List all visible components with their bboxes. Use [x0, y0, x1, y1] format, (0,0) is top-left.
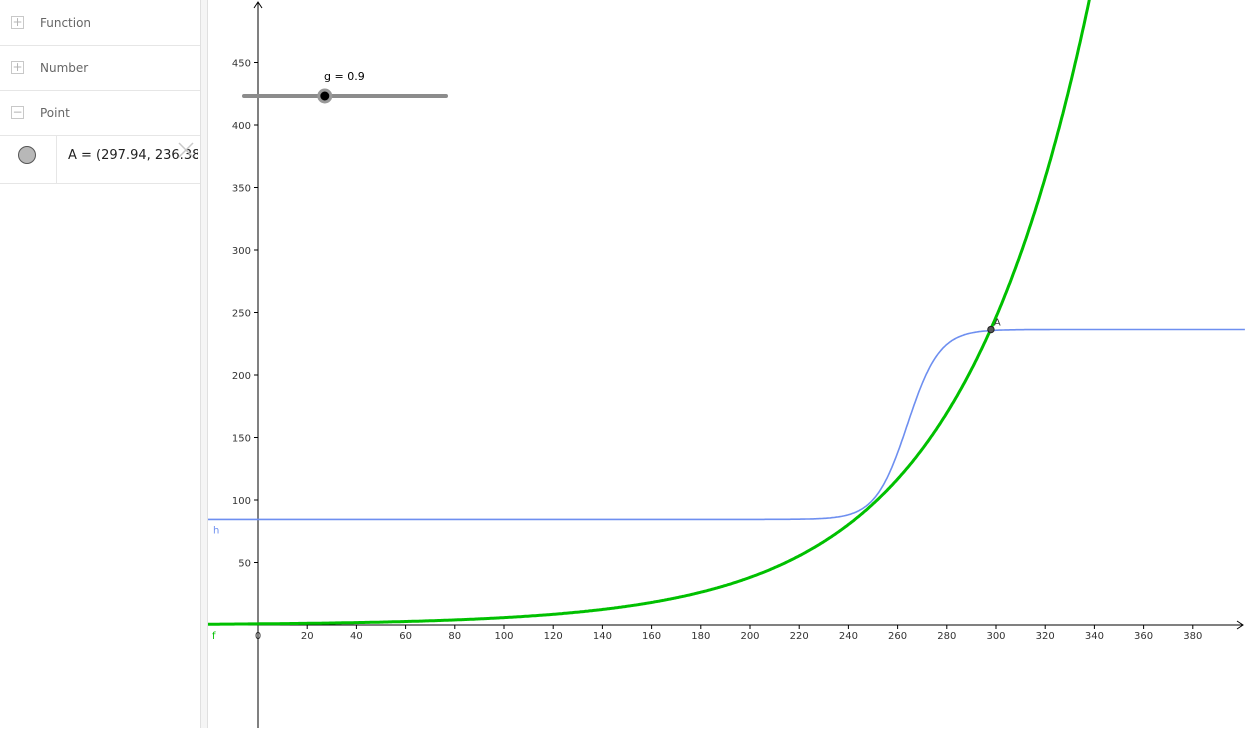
y-tick-label: 200 — [232, 371, 251, 382]
y-tick-label: 150 — [232, 434, 251, 445]
x-tick-label: 200 — [740, 631, 759, 642]
graphics-view[interactable]: 0204060801001201401601802002202402602803… — [208, 0, 1245, 728]
category-label: Function — [40, 15, 92, 30]
point-A[interactable] — [987, 325, 995, 334]
x-tick-label: 260 — [888, 631, 907, 642]
category-label: Number — [40, 60, 89, 75]
y-axis-ticks: 50 100 150 200 250 300 350 400 450 — [232, 59, 258, 570]
x-tick-label: 100 — [494, 631, 513, 642]
function-f-curve[interactable] — [208, 0, 1097, 626]
x-tick-label: 60 — [399, 631, 412, 642]
x-tick-label: 120 — [544, 631, 563, 642]
y-tick-label: 50 — [238, 559, 251, 570]
close-icon[interactable] — [176, 140, 196, 160]
y-tick-label: 100 — [232, 496, 251, 507]
graphics-canvas[interactable]: 0204060801001201401601802002202402602803… — [208, 0, 1245, 728]
point-definition[interactable]: A = (297.94, 236.38) — [68, 148, 198, 163]
y-axis-arrow-icon — [253, 1, 263, 9]
slider-g-label: g = 0.9 — [324, 70, 365, 83]
y-tick-label: 400 — [232, 121, 251, 132]
x-tick-label: 40 — [350, 631, 363, 642]
algebra-item-A[interactable] — [0, 135, 200, 184]
y-tick-label: 450 — [232, 59, 251, 70]
view-splitter[interactable] — [200, 0, 208, 728]
expand-icon[interactable]: + — [11, 60, 24, 74]
x-tick-label: 220 — [790, 631, 809, 642]
slider-g-handle[interactable] — [317, 88, 333, 104]
category-number[interactable]: + Number — [0, 45, 200, 91]
category-function[interactable]: + Function — [0, 0, 200, 46]
x-tick-label: 300 — [986, 631, 1005, 642]
divider — [56, 135, 57, 183]
x-tick-label: 340 — [1085, 631, 1104, 642]
x-tick-label: 20 — [301, 631, 314, 642]
x-tick-label: 320 — [1036, 631, 1055, 642]
point-A-label: A — [994, 318, 1001, 329]
x-axis-ticks: 0204060801001201401601802002202402602803… — [255, 625, 1202, 642]
x-tick-label: 380 — [1183, 631, 1202, 642]
x-tick-label: 140 — [593, 631, 612, 642]
category-point[interactable]: − Point — [0, 90, 200, 136]
x-tick-label: 240 — [839, 631, 858, 642]
y-tick-label: 250 — [232, 309, 251, 320]
x-tick-label: 180 — [691, 631, 710, 642]
algebra-view: + Function + Number − Point A = (297.94,… — [0, 0, 200, 728]
y-tick-label: 300 — [232, 246, 251, 257]
expand-icon[interactable]: + — [11, 15, 24, 29]
x-tick-label: 80 — [448, 631, 461, 642]
category-label: Point — [40, 105, 70, 120]
visibility-toggle-icon[interactable] — [18, 146, 36, 164]
x-tick-label: 280 — [937, 631, 956, 642]
y-tick-label: 350 — [232, 184, 251, 195]
function-h-label: h — [213, 525, 219, 536]
x-axis-arrow-icon — [1236, 620, 1244, 630]
x-tick-label: 360 — [1134, 631, 1153, 642]
function-f-label: f — [212, 631, 216, 642]
function-h-curve[interactable] — [208, 328, 1245, 521]
collapse-icon[interactable]: − — [11, 105, 24, 119]
x-tick-label: 160 — [642, 631, 661, 642]
